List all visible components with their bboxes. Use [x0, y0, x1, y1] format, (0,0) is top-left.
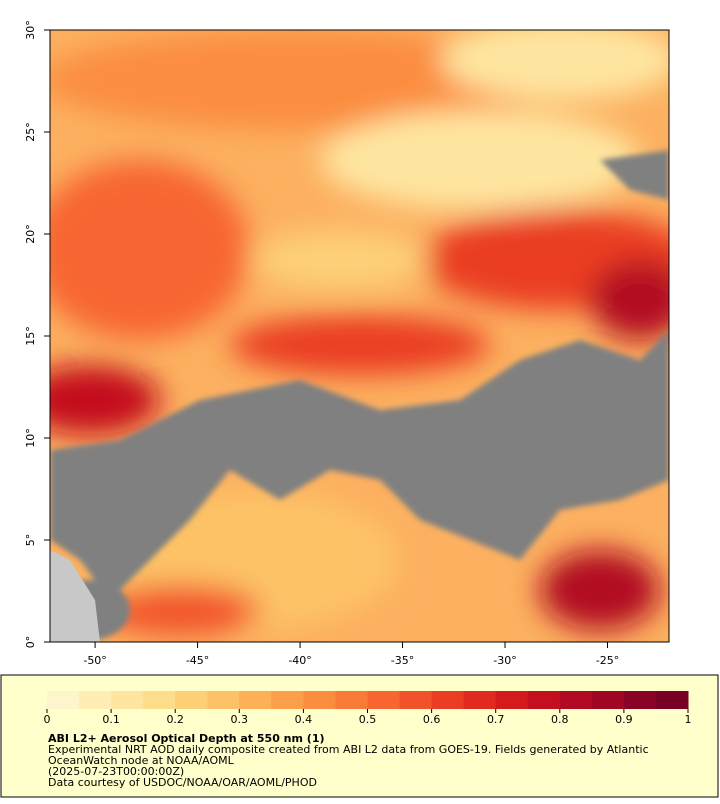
- x-tick-label: -25°: [596, 654, 619, 667]
- x-tick-label: -40°: [288, 654, 311, 667]
- colorbar-cell: [335, 691, 368, 709]
- colorbar-cell: [303, 691, 336, 709]
- colorbar-cell: [559, 691, 593, 709]
- caption-line: (2025-07-23T00:00:00Z): [48, 765, 184, 778]
- colorbar-cell: [431, 691, 465, 709]
- colorbar-cell: [527, 691, 561, 709]
- y-tick-label: 5°: [24, 534, 37, 547]
- colorbar-cell: [207, 691, 240, 709]
- aod-map: [50, 30, 669, 642]
- caption-line: Experimental NRT AOD daily composite cre…: [48, 743, 649, 756]
- y-tick-label: 15°: [24, 326, 37, 346]
- colorbar-cell: [271, 691, 304, 709]
- y-tick-label: 0°: [24, 636, 37, 649]
- colorbar-tick-label: 0.8: [551, 713, 569, 726]
- y-tick-label: 20°: [24, 224, 37, 244]
- x-tick-label: -45°: [186, 654, 209, 667]
- colorbar-tick-label: 0.1: [102, 713, 120, 726]
- colorbar-cell: [463, 691, 497, 709]
- colorbar-cell: [591, 691, 625, 709]
- colorbar-cell: [79, 691, 112, 709]
- colorbar-tick-label: 1: [685, 713, 692, 726]
- y-tick-label: 30°: [24, 20, 37, 40]
- caption-line: Data courtesy of USDOC/NOAA/OAR/AOML/PHO…: [48, 776, 317, 789]
- colorbar-tick-label: 0.4: [295, 713, 313, 726]
- colorbar-tick-label: 0.2: [166, 713, 184, 726]
- colorbar-cell: [623, 691, 657, 709]
- colorbar-tick-label: 0.6: [423, 713, 441, 726]
- colorbar-cell: [495, 691, 529, 709]
- colorbar-tick-label: 0.3: [231, 713, 249, 726]
- colorbar-tick-label: 0.7: [487, 713, 505, 726]
- colorbar-tick-label: 0.9: [615, 713, 633, 726]
- colorbar-tick-label: 0: [44, 713, 51, 726]
- colorbar-cell: [47, 691, 80, 709]
- colorbar-tick-label: 0.5: [359, 713, 377, 726]
- caption-line: OceanWatch node at NOAA/AOML: [48, 754, 235, 767]
- colorbar-cell: [143, 691, 176, 709]
- colorbar-cell: [655, 691, 689, 709]
- x-tick-label: -30°: [493, 654, 516, 667]
- colorbar-cell: [111, 691, 144, 709]
- y-tick-label: 25°: [24, 122, 37, 142]
- x-tick-label: -35°: [391, 654, 414, 667]
- y-tick-label: 10°: [24, 428, 37, 448]
- colorbar-cell: [399, 691, 433, 709]
- colorbar-cell: [175, 691, 208, 709]
- caption-title: ABI L2+ Aerosol Optical Depth at 550 nm …: [48, 732, 325, 745]
- colorbar-cell: [239, 691, 272, 709]
- x-tick-label: -50°: [83, 654, 106, 667]
- colorbar-cell: [367, 691, 401, 709]
